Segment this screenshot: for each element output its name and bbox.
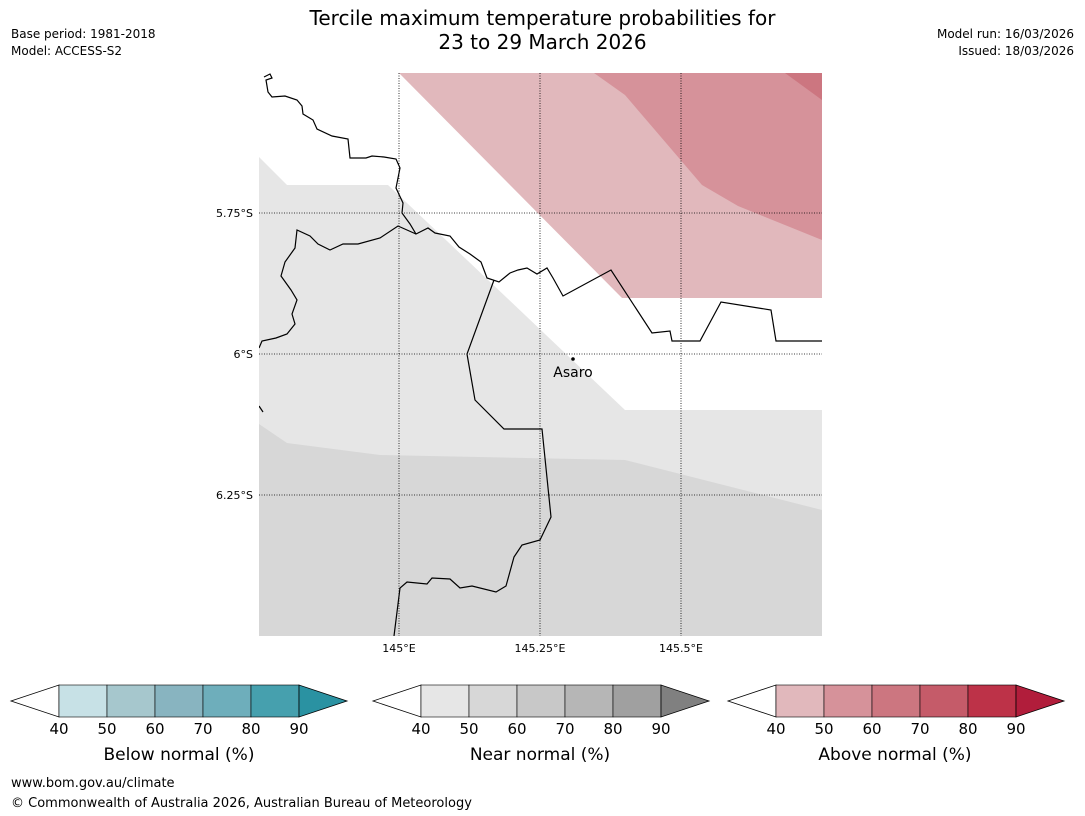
colorbar-below-segment: [58, 684, 108, 718]
longitude-label: 145.5°E: [659, 642, 703, 655]
map-area: [259, 73, 822, 636]
longitude-label: 145°E: [382, 642, 415, 655]
colorbar-above-high-extension: [1015, 684, 1066, 718]
colorbar-above-segment: [919, 684, 969, 718]
colorbar-above-segment: [967, 684, 1017, 718]
colorbar-below-segment: [250, 684, 300, 718]
colorbar-below-segment: [106, 684, 156, 718]
colorbar-near-tick: 60: [507, 720, 526, 738]
colorbar-near-high-extension: [660, 684, 711, 718]
title-line-2: 23 to 29 March 2026: [438, 30, 647, 54]
latitude-label: 5.75°S: [216, 207, 253, 220]
model-name: Model: ACCESS-S2: [11, 44, 123, 58]
colorbar-below-tick: 50: [97, 720, 116, 738]
colorbar-above-tick: 80: [958, 720, 977, 738]
graticule-labels: 5.75°S 6°S 6.25°S 145°E 145.25°E 145.5°E: [216, 207, 703, 655]
colorbar-below-tick: 40: [49, 720, 68, 738]
colorbar-near-label: Near normal (%): [469, 745, 611, 765]
base-period: Base period: 1981-2018: [11, 27, 156, 41]
colorbar-above-low-extension: [726, 684, 777, 718]
coastline-southwest: [259, 405, 264, 413]
longitude-label: 145.25°E: [515, 642, 566, 655]
colorbar-near-tick: 70: [555, 720, 574, 738]
issued-date: Issued: 18/03/2026: [958, 44, 1074, 58]
colorbar-below-high-extension: [298, 684, 349, 718]
boundary-line: [393, 279, 552, 636]
asaro-label: Asaro: [553, 365, 592, 381]
map-title: Tercile maximum temperature probabilitie…: [0, 6, 1085, 54]
colorbar-near-segment: [564, 684, 614, 718]
model-run: Model run: 16/03/2026: [936, 27, 1074, 41]
colorbar-below-low-extension: [9, 684, 60, 718]
colorbar-above-tick: 40: [766, 720, 785, 738]
colorbar-below-tick: 80: [241, 720, 260, 738]
coastline-west: [259, 225, 417, 349]
colorbar-above-label: Above normal (%): [818, 745, 972, 765]
colorbar-near-tick: 90: [651, 720, 670, 738]
colorbar-above-segment: [871, 684, 921, 718]
colorbar-above-tick: 90: [1006, 720, 1025, 738]
colorbar-near-segment: [468, 684, 518, 718]
colorbar-below-segment: [202, 684, 252, 718]
colorbar-near-tick: 40: [411, 720, 430, 738]
copyright-notice: © Commonwealth of Australia 2026, Austra…: [11, 796, 472, 811]
colorbar-above-tick: 60: [862, 720, 881, 738]
colorbar-near-segment: [516, 684, 566, 718]
colorbar-below-tick: 60: [145, 720, 164, 738]
latitude-label: 6°S: [234, 348, 253, 361]
website-url: www.bom.gov.au/climate: [11, 776, 175, 791]
latitude-label: 6.25°S: [216, 489, 253, 502]
title-line-1: Tercile maximum temperature probabilitie…: [309, 6, 776, 30]
colorbar-below-label: Below normal (%): [103, 745, 255, 765]
colorbar-above-tick: 50: [814, 720, 833, 738]
colorbar-below-tick: 70: [193, 720, 212, 738]
colorbar-above-tick: 70: [910, 720, 929, 738]
colorbar-near-low-extension: [371, 684, 422, 718]
colorbar-legends: 40 50 60 70 80 90 40 50 60 70 80 90 40 50 60 70 80 90: [9, 684, 1066, 738]
colorbar-above-segment: [823, 684, 873, 718]
colorbar-below-segment: [154, 684, 204, 718]
asaro-marker: [571, 357, 575, 361]
colorbar-above-segment: [775, 684, 825, 718]
colorbar-near-segment: [612, 684, 662, 718]
colorbar-near-segment: [420, 684, 470, 718]
above-normal-50-zone: [594, 73, 822, 240]
colorbar-near-tick: 80: [603, 720, 622, 738]
colorbar-near-tick: 50: [459, 720, 478, 738]
above-normal-60-zone: [785, 73, 822, 100]
colorbar-below-tick: 90: [289, 720, 308, 738]
